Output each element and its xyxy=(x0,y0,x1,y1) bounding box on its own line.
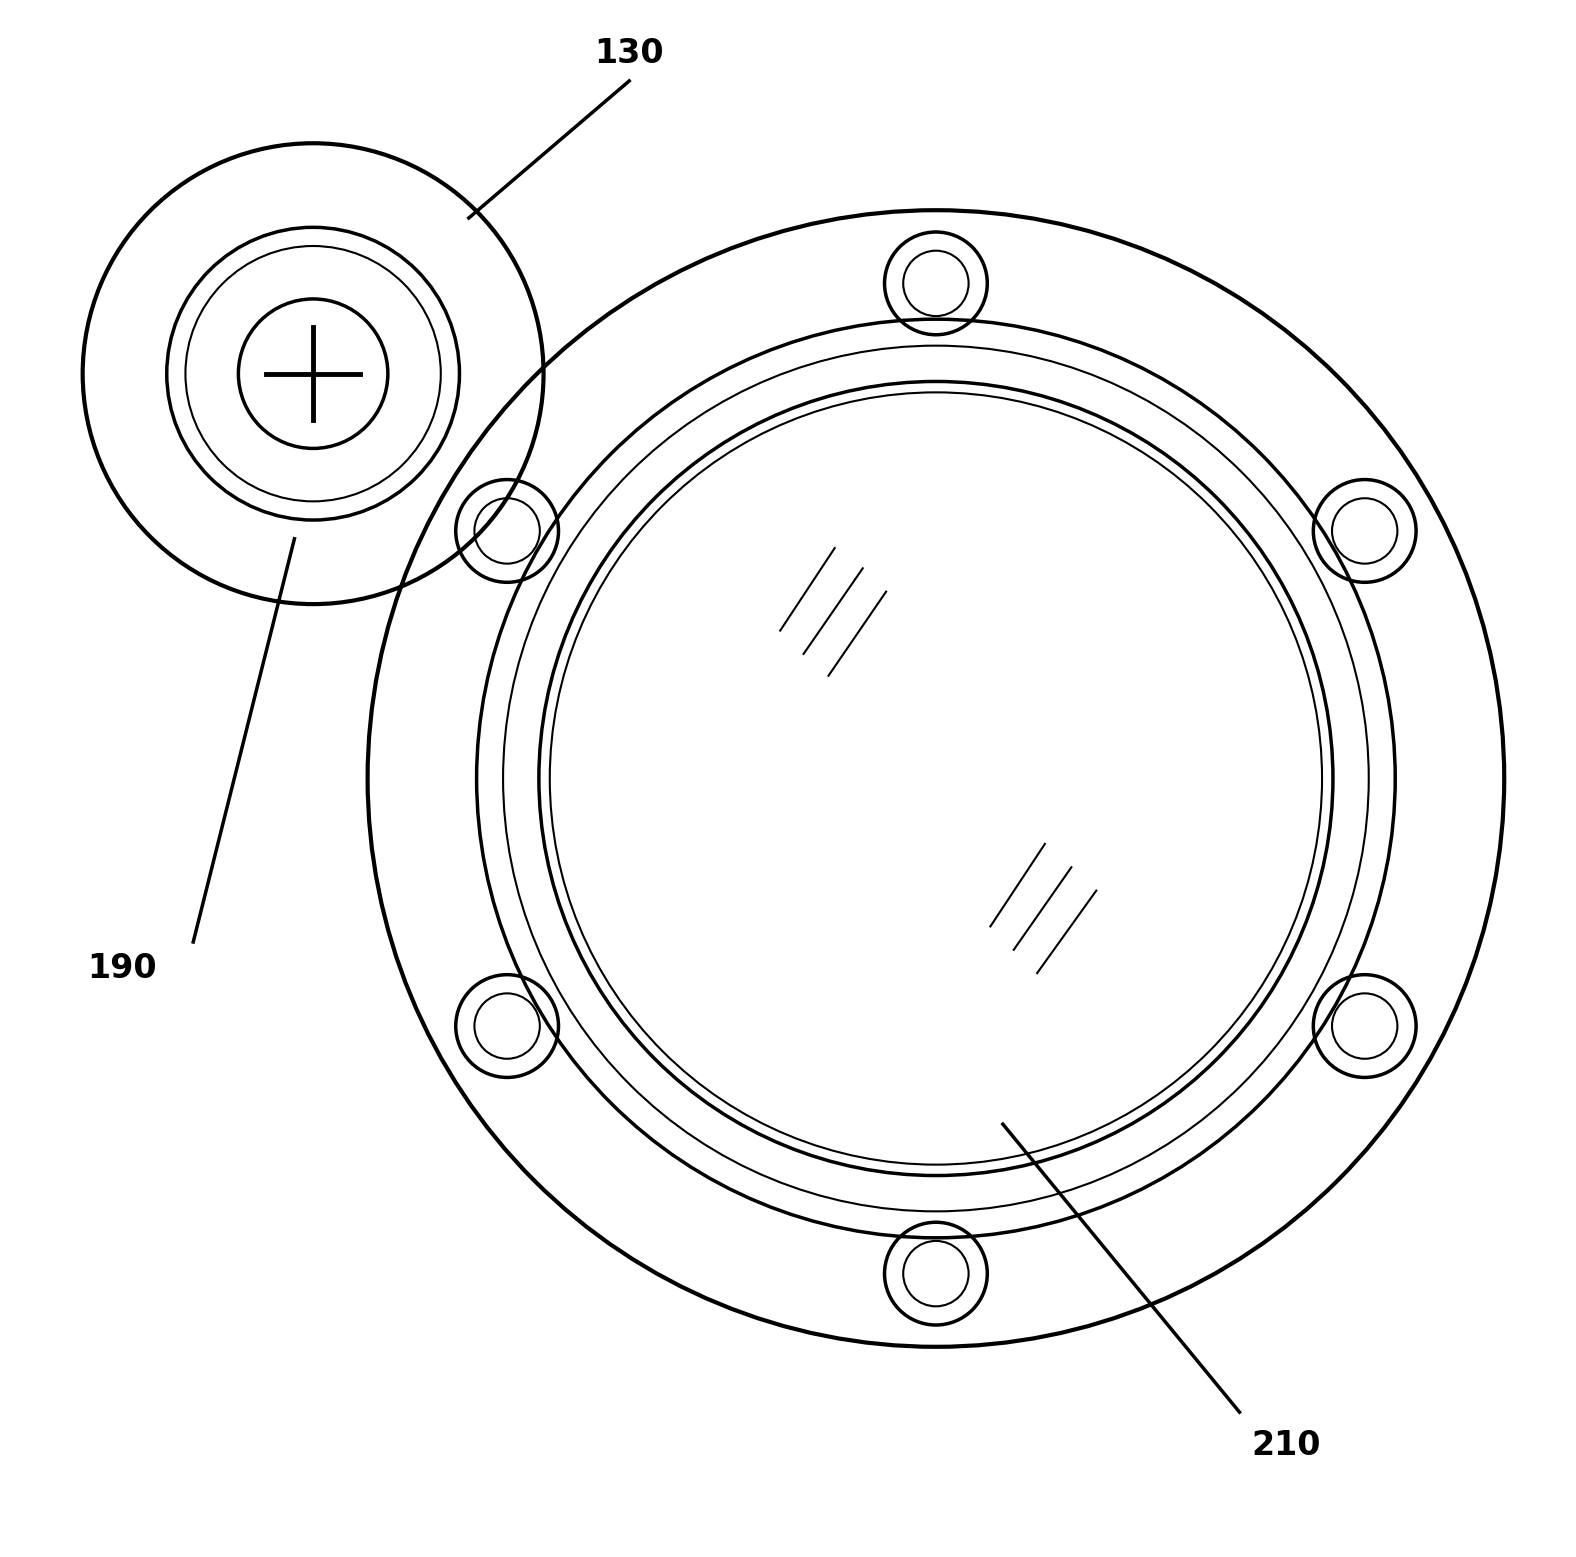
Text: 210: 210 xyxy=(1251,1429,1321,1462)
Text: 130: 130 xyxy=(594,37,663,70)
Text: 190: 190 xyxy=(87,951,156,986)
